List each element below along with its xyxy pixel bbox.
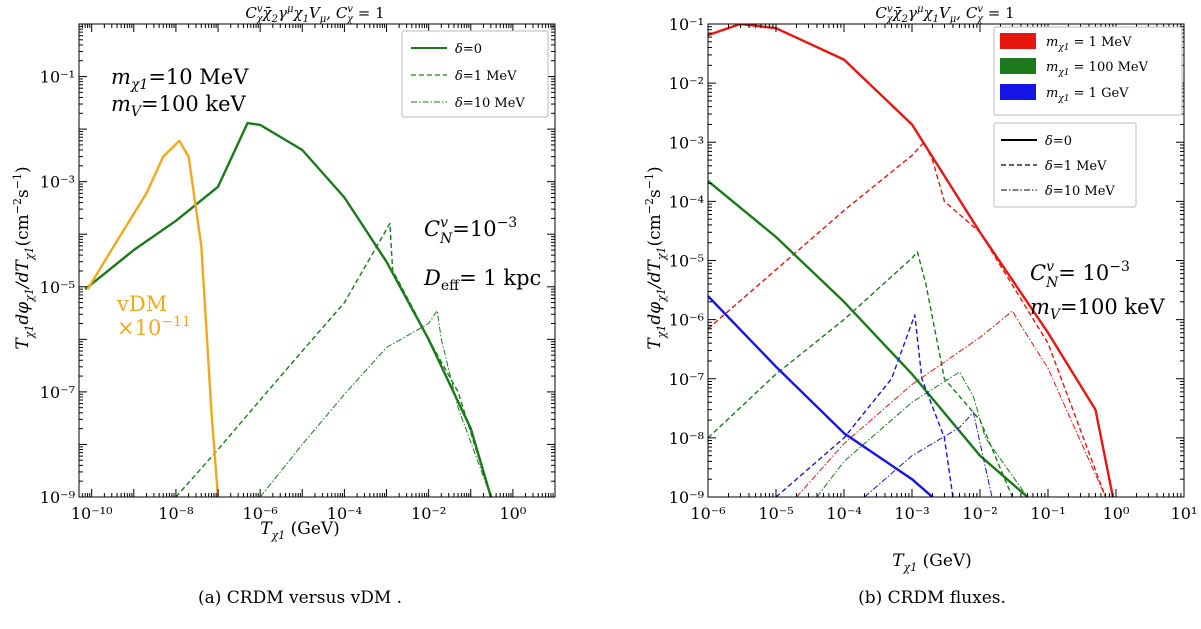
- annotation-coupling: Cv N=10−3: [424, 215, 517, 247]
- x-tick-label: 10⁻²: [411, 504, 446, 523]
- y-axis-label-right: Tχ1dφχ1/dTχ1(cm−2s−1): [643, 166, 668, 349]
- y-tick-label: 10⁻⁷: [40, 383, 75, 402]
- y-tick-label: 10⁻⁶: [669, 311, 704, 330]
- annotation-mass-chi: mχ1=10 MeV: [111, 65, 249, 93]
- legend-left-entry-2: δ=1 MeV: [455, 69, 517, 84]
- x-tick-label: 10⁻¹: [1030, 504, 1065, 523]
- legend-delta: δ=0 δ=1 MeV δ=10 MeV: [993, 122, 1137, 208]
- series-line-5: [708, 251, 1014, 497]
- legend-mass-entry-3: mχ1 = 1 GeV: [1046, 86, 1129, 104]
- series-line-3: [796, 310, 1106, 497]
- x-tick-label: 10⁻⁴: [826, 504, 861, 523]
- y-axis-label-left: Tχ1dφχ1/dTχ1(cm−2s−1): [11, 166, 36, 349]
- x-tick-label: 10⁻²: [962, 504, 997, 523]
- legend-left: δ=0 δ=1 MeV δ=10 MeV: [401, 30, 549, 118]
- y-ticks-right: 10⁻⁹ 10⁻⁸ 10⁻⁷ 10⁻⁶ 10⁻⁵ 10⁻⁴ 10⁻³ 10⁻² 10⁻¹: [669, 15, 1184, 507]
- series-line-1: [84, 121, 493, 497]
- series-line-4: [708, 180, 1029, 497]
- legend-mass-entry-1: mχ1 = 1 MeV: [1046, 35, 1132, 53]
- series-line-8: [775, 314, 954, 497]
- x-tick-label: 10⁻⁶: [243, 504, 278, 523]
- x-ticks-right: 10⁻⁶ 10⁻⁵ 10⁻⁴ 10⁻³ 10⁻² 10⁻¹ 10⁰ 10¹: [690, 24, 1197, 523]
- chart-title-right: Cv χχ̄2γμχ1Vμ, Cv χ = 1: [875, 4, 1014, 25]
- y-tick-label: 10⁻⁵: [669, 252, 704, 271]
- legend-mass: mχ1 = 1 MeV mχ1 = 100 MeV mχ1 = 1 GeV: [993, 26, 1183, 116]
- y-tick-label: 10⁻⁹: [40, 488, 76, 507]
- x-tick-label: 10⁻³: [894, 504, 929, 523]
- caption-right: (b) CRDM fluxes.: [858, 588, 1006, 608]
- plot-area-right: [708, 24, 1115, 497]
- y-tick-label: 10⁻⁴: [669, 192, 704, 211]
- annotation-mass-v-right: mV=100 keV: [1030, 295, 1166, 323]
- y-tick-label: 10⁻⁵: [40, 278, 75, 297]
- y-tick-label: 10⁻¹: [669, 15, 704, 34]
- annotation-distance: Deff= 1 kpc: [423, 266, 541, 294]
- y-ticks-left: 10⁻⁹ 10⁻⁷ 10⁻⁵ 10⁻³ 10⁻¹: [40, 23, 555, 507]
- x-tick-label: 10⁻¹⁰: [71, 504, 113, 523]
- series-line-1: [708, 24, 1115, 497]
- x-axis-label-left: Tχ1 (GeV): [260, 519, 340, 542]
- x-tick-label: 10⁰: [499, 504, 526, 523]
- annotation-vdm: vDM: [116, 292, 167, 316]
- series-line-7: [708, 295, 934, 497]
- plot-area-left: [84, 121, 493, 497]
- x-tick-label: 10⁰: [1103, 504, 1130, 523]
- legend-left-entry-1: δ=0: [455, 42, 482, 57]
- x-axis-label-right: Tχ1 (GeV): [892, 551, 972, 574]
- chart-title-left: Cv χχ̄2γμχ1Vμ, Cv χ = 1: [245, 4, 384, 25]
- y-tick-label: 10⁻¹: [40, 68, 75, 87]
- y-tick-label: 10⁻⁹: [669, 488, 705, 507]
- annotation-vdm-scale: ×10−11: [117, 314, 191, 340]
- x-tick-label: 10⁻⁸: [158, 504, 193, 523]
- y-tick-label: 10⁻³: [669, 133, 704, 152]
- x-ticks-left: 10⁻¹⁰ 10⁻⁸ 10⁻⁶ 10⁻⁴ 10⁻² 10⁰: [71, 24, 556, 523]
- series-line-2: [708, 141, 1107, 497]
- series-line-6: [816, 371, 1028, 497]
- legend-delta-entry-1: δ=0: [1045, 134, 1072, 149]
- series-line-3: [259, 310, 492, 497]
- y-tick-label: 10⁻³: [40, 173, 75, 192]
- series-line-4: [86, 139, 220, 497]
- panel-right: Cv χχ̄2γμχ1Vμ, Cv χ = 1 10⁻⁶ 10⁻⁵ 10⁻⁴ 10⁻³ 10…: [643, 4, 1197, 574]
- series-line-2: [175, 222, 492, 497]
- plot-frame-left: [78, 23, 556, 498]
- panel-left: Cv χχ̄2γμχ1Vμ, Cv χ = 1 10⁻¹⁰ 10⁻⁸ 10⁻⁶ 10⁻⁴ 1…: [11, 4, 556, 542]
- legend-delta-entry-3: δ=10 MeV: [1045, 184, 1115, 199]
- x-tick-label: 10¹: [1171, 504, 1198, 523]
- legend-delta-entry-2: δ=1 MeV: [1045, 159, 1107, 174]
- x-tick-label: 10⁻⁵: [758, 504, 793, 523]
- y-tick-label: 10⁻⁷: [669, 370, 704, 389]
- x-tick-label: 10⁻⁶: [690, 504, 725, 523]
- y-tick-label: 10⁻²: [669, 74, 704, 93]
- legend-mass-entry-2: mχ1 = 100 MeV: [1046, 60, 1149, 78]
- caption-left: (a) CRDM versus vDM .: [198, 588, 402, 608]
- series-line-9: [864, 411, 993, 497]
- annotation-mass-v: mV=100 keV: [111, 92, 247, 120]
- legend-left-entry-3: δ=10 MeV: [455, 96, 525, 111]
- y-tick-label: 10⁻⁸: [669, 429, 704, 448]
- annotation-coupling-right: Cv N= 10−3: [1030, 259, 1130, 291]
- x-tick-label: 10⁻⁴: [327, 504, 362, 523]
